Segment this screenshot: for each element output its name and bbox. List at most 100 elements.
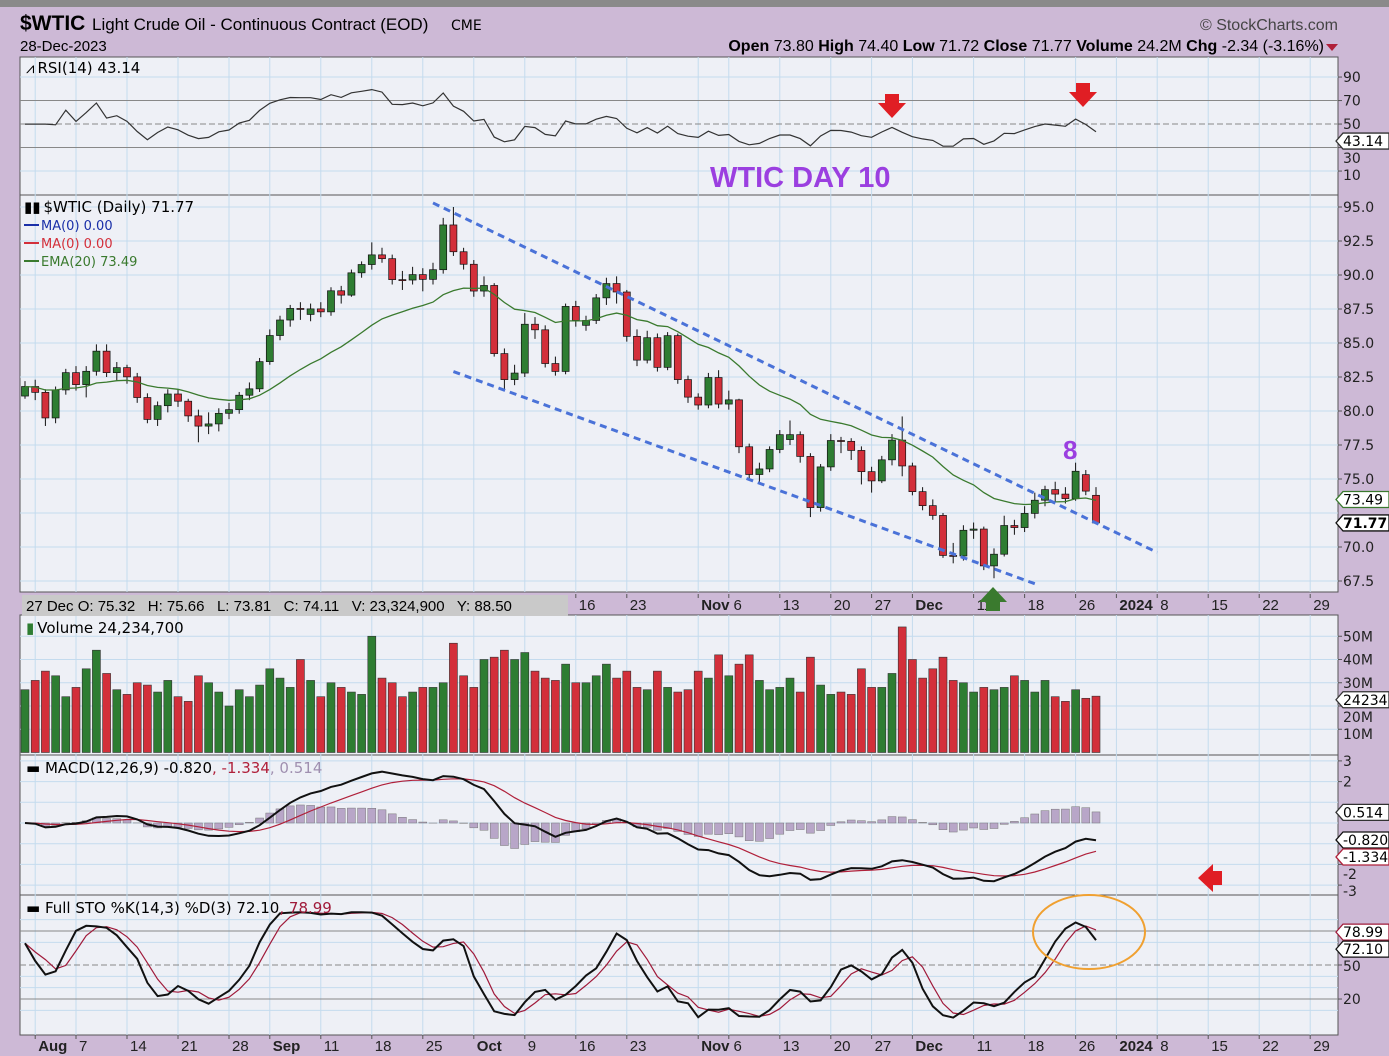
legend-ma-2: MA(0) 0.00: [41, 237, 113, 252]
candle-down: [72, 372, 80, 385]
volume-tick-label: 20M: [1343, 710, 1373, 726]
candle-down: [979, 528, 988, 567]
candle-down: [806, 456, 815, 508]
date-axis-label: 14: [130, 1038, 147, 1055]
volume-bar: [61, 696, 71, 753]
macd-histogram-bar: [918, 822, 927, 824]
candle-up: [990, 553, 998, 567]
ema20-line: [24, 287, 1097, 506]
volume-bar: [663, 687, 672, 753]
volume-bar: [1091, 695, 1101, 753]
sto-tick-label: 20: [1343, 992, 1361, 1008]
volume-bar: [1020, 680, 1029, 753]
macd-histogram-bar: [877, 819, 887, 824]
volume-bar: [347, 691, 356, 753]
date-axis-label: 15: [1211, 1038, 1228, 1055]
instrument-name: Light Crude Oil - Continuous Contract (E…: [92, 15, 428, 34]
price-tick-label: 70.0: [1343, 540, 1374, 556]
candle-down: [1061, 493, 1070, 499]
volume-bar: [204, 682, 213, 753]
macd-histogram-bar: [693, 822, 703, 837]
volume-bar: [92, 649, 101, 753]
date-axis-label: 11: [977, 1038, 993, 1055]
candle-up: [663, 335, 672, 368]
top-strip: [0, 0, 1389, 7]
macd-histogram-bar: [214, 822, 224, 830]
candle-up: [1020, 513, 1029, 528]
candle-down: [174, 393, 182, 402]
volume-bar: [785, 677, 795, 753]
volume-bar: [551, 680, 560, 753]
macd-histogram-bar: [1091, 811, 1101, 824]
macd-histogram-bar: [948, 822, 958, 833]
candle-up: [888, 439, 896, 461]
volume-bar: [653, 670, 662, 753]
candle-down: [1081, 474, 1090, 492]
candle-up: [510, 372, 519, 380]
macd-histogram-bar: [928, 822, 938, 826]
macd-histogram-bar: [1061, 808, 1070, 824]
candle-up: [112, 367, 121, 373]
volume-bar: [520, 652, 530, 753]
macd-histogram-bar: [204, 822, 213, 831]
volume-bar: [1010, 675, 1019, 753]
candle-down: [928, 505, 937, 516]
volume-bar: [642, 689, 652, 753]
macd-histogram-bar: [979, 822, 989, 830]
sto-title: ▬ Full STO %K(14,3) %D(3) 72.10, 78.99: [26, 899, 332, 917]
copyright: © StockCharts.com: [1200, 17, 1338, 34]
sto-k-last-value: 72.10: [1343, 942, 1383, 958]
volume-bar: [755, 680, 764, 753]
volume-bar: [367, 635, 377, 753]
volume-bar: [581, 682, 591, 753]
candle-down: [541, 329, 550, 364]
macd-histogram-bar: [377, 809, 387, 824]
candle-up: [1071, 470, 1080, 499]
date-axis-label: Oct: [477, 1038, 502, 1055]
macd-histogram-bar: [316, 806, 326, 824]
macd-histogram-bar: [438, 819, 448, 824]
macd-histogram-bar: [255, 817, 264, 824]
date-axis-label: 27: [875, 1038, 892, 1055]
volume-bar: [612, 677, 621, 753]
macd-histogram-bar: [530, 822, 540, 842]
volume-bar: [234, 689, 244, 753]
candle-down: [459, 251, 468, 265]
candle-up: [1000, 525, 1009, 555]
date-axis-label: 18: [1028, 1038, 1045, 1055]
macd-histogram-bar: [704, 822, 713, 835]
macd-histogram-bar: [897, 816, 907, 824]
candle-down: [847, 440, 856, 451]
candle-up: [786, 434, 794, 440]
macd-histogram-bar: [836, 821, 846, 824]
date-axis-label: 15: [1211, 597, 1228, 614]
candle-up: [408, 274, 417, 281]
candle-up: [92, 350, 101, 372]
date-axis-label: 25: [426, 1038, 443, 1055]
date-axis-label: Dec: [915, 597, 943, 614]
candle-down: [684, 379, 692, 398]
volume-bar: [846, 694, 856, 753]
sto-d-last-value: 78.99: [1343, 925, 1383, 941]
macd-histogram-bar: [357, 807, 366, 824]
macd-histogram-bar: [520, 822, 530, 845]
macd-tick-label: -2: [1343, 867, 1357, 883]
volume-bar: [81, 668, 91, 753]
macd-histogram-bar: [867, 821, 876, 824]
volume-bar: [41, 670, 50, 753]
arrow-left-icon: [1198, 864, 1222, 892]
volume-bar: [377, 677, 387, 753]
volume-bar: [510, 659, 519, 753]
volume-bar: [744, 654, 754, 753]
macd-histogram-bar: [1030, 813, 1040, 824]
volume-bar: [693, 670, 703, 753]
date-axis-label: 8: [1160, 1038, 1168, 1055]
candle-up: [775, 434, 784, 450]
volume-bar: [938, 656, 948, 753]
candle-down: [102, 350, 111, 373]
candle-up: [21, 386, 29, 397]
macd-histogram-bar: [510, 822, 519, 849]
price-tick-label: 80.0: [1343, 404, 1374, 420]
date-axis-label: 2024: [1119, 597, 1153, 614]
volume-bar: [979, 687, 989, 753]
